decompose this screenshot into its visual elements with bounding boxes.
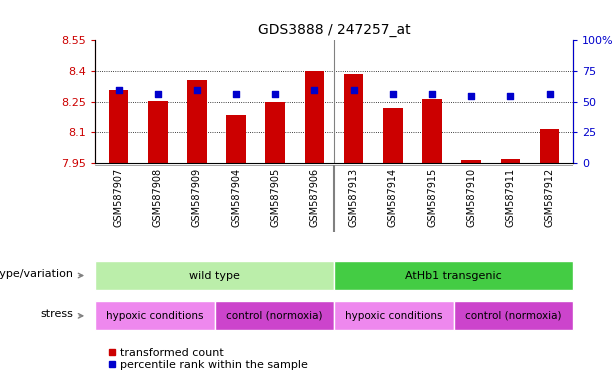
Point xyxy=(388,91,398,98)
Bar xyxy=(187,80,207,163)
Bar xyxy=(501,159,520,163)
Bar xyxy=(305,71,324,163)
Text: GSM587912: GSM587912 xyxy=(544,168,555,227)
Text: GSM587909: GSM587909 xyxy=(192,168,202,227)
Text: hypoxic conditions: hypoxic conditions xyxy=(106,311,204,321)
Bar xyxy=(148,101,167,163)
Text: GSM587911: GSM587911 xyxy=(506,168,516,227)
Text: GSM587905: GSM587905 xyxy=(270,168,280,227)
Legend: transformed count, percentile rank within the sample: transformed count, percentile rank withi… xyxy=(104,344,313,375)
Point xyxy=(153,91,162,97)
Bar xyxy=(540,129,560,163)
Text: GSM587907: GSM587907 xyxy=(113,168,124,227)
Bar xyxy=(265,102,285,163)
Point xyxy=(113,87,123,93)
Text: GSM587908: GSM587908 xyxy=(153,168,162,227)
Point xyxy=(466,93,476,99)
Title: GDS3888 / 247257_at: GDS3888 / 247257_at xyxy=(258,23,410,36)
Point xyxy=(349,87,359,93)
Bar xyxy=(109,91,128,163)
Text: control (normoxia): control (normoxia) xyxy=(465,311,562,321)
Point xyxy=(270,91,280,97)
Point xyxy=(310,87,319,93)
Point xyxy=(545,91,555,98)
Text: GSM587915: GSM587915 xyxy=(427,168,437,227)
Text: GSM587913: GSM587913 xyxy=(349,168,359,227)
Text: GSM587910: GSM587910 xyxy=(466,168,476,227)
Bar xyxy=(344,74,364,163)
Text: control (normoxia): control (normoxia) xyxy=(226,311,322,321)
Point xyxy=(192,87,202,93)
Bar xyxy=(383,108,403,163)
Point xyxy=(427,91,437,97)
Text: hypoxic conditions: hypoxic conditions xyxy=(345,311,443,321)
Text: GSM587904: GSM587904 xyxy=(231,168,241,227)
Text: GSM587914: GSM587914 xyxy=(388,168,398,227)
Point xyxy=(231,91,241,97)
Point xyxy=(506,93,516,99)
Text: stress: stress xyxy=(40,310,73,319)
Text: AtHb1 transgenic: AtHb1 transgenic xyxy=(405,270,502,281)
Text: wild type: wild type xyxy=(189,270,240,281)
Bar xyxy=(422,99,442,163)
Bar xyxy=(462,160,481,163)
Text: GSM587906: GSM587906 xyxy=(310,168,319,227)
Bar xyxy=(226,115,246,163)
Text: genotype/variation: genotype/variation xyxy=(0,269,73,279)
